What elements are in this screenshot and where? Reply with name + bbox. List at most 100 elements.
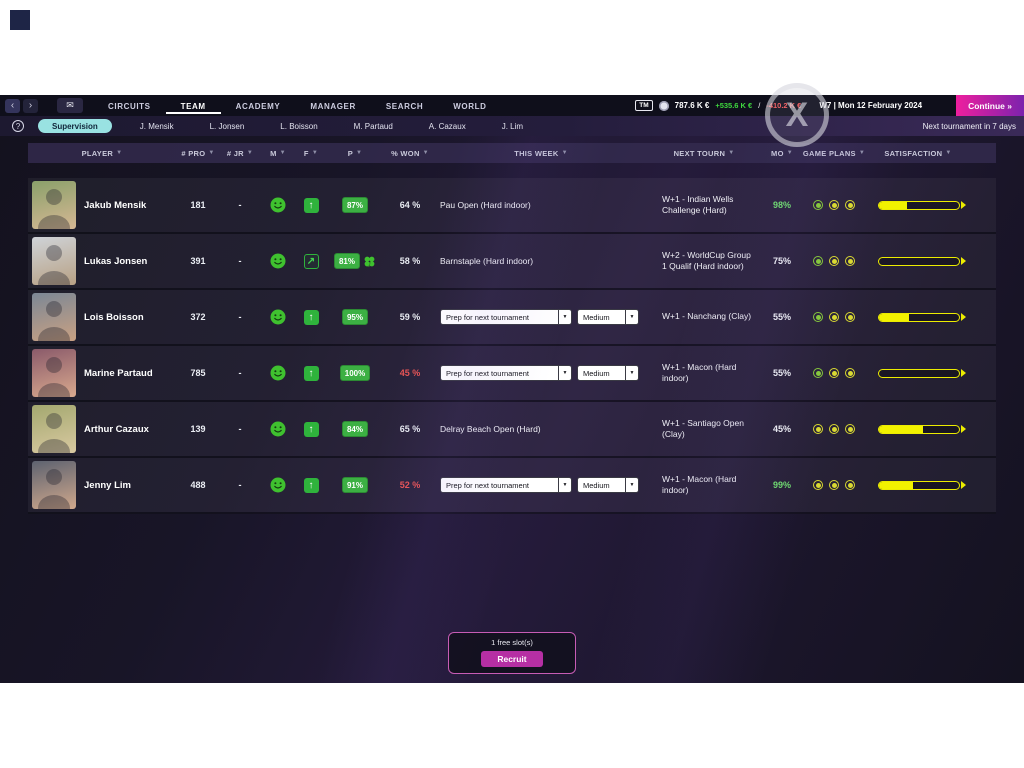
this-week-dropdowns: Prep for next tournament ▼ Medium ▼ <box>440 365 639 381</box>
column-header-jr[interactable]: # JR ▼ <box>226 148 254 158</box>
sub-nav: ? Supervision J. Mensik L. Jonsen L. Boi… <box>0 116 1024 136</box>
table-row[interactable]: Marine Partaud 785 - ↑ 100% 45 % Prep fo… <box>28 346 996 402</box>
recruit-button[interactable]: Recruit <box>481 651 543 667</box>
won-value: 58 % <box>399 256 421 266</box>
game-plan-dot[interactable] <box>845 480 855 490</box>
next-tournament-value: W+1 - Santiago Open (Clay) <box>662 417 744 439</box>
back-button[interactable]: ‹ <box>5 98 20 113</box>
game-plan-dot[interactable] <box>829 368 839 378</box>
table-row[interactable]: Lois Boisson 372 - ↑ 95% 59 % Prep for n… <box>28 290 996 346</box>
satisfaction-bar <box>878 424 960 434</box>
game-plan-dot[interactable] <box>829 312 839 322</box>
intensity-dropdown[interactable]: Medium ▼ <box>577 309 639 325</box>
game-plan-dot[interactable] <box>845 424 855 434</box>
table-row[interactable]: Jenny Lim 488 - ↑ 91% 52 % Prep for next… <box>28 458 996 514</box>
game-plan-dot[interactable] <box>813 256 823 266</box>
column-header-this-week[interactable]: THIS WEEK ▼ <box>514 148 568 158</box>
satisfaction-fill <box>879 481 913 489</box>
next-tournament-value: W+2 - WorldCup Group 1 Qualif (Hard indo… <box>662 249 751 271</box>
game-plan-dot[interactable] <box>813 312 823 322</box>
table-row[interactable]: Arthur Cazaux 139 - ↑ 84% 65 % Delray Be… <box>28 402 996 458</box>
menu-item-academy[interactable]: ACADEMY <box>235 101 281 111</box>
tab-supervision[interactable]: Supervision <box>38 119 112 133</box>
satisfaction-cell <box>866 480 970 490</box>
week-plan-dropdown[interactable]: Prep for next tournament ▼ <box>440 477 572 493</box>
tab-player-boisson[interactable]: L. Boisson <box>280 121 318 131</box>
column-header-next-tourn[interactable]: NEXT TOURN ▼ <box>673 148 735 158</box>
pro-ranking: 785 <box>190 368 206 378</box>
game-plan-dot[interactable] <box>829 200 839 210</box>
continue-button[interactable]: Continue » <box>956 95 1024 116</box>
menu-item-team[interactable]: TEAM <box>165 98 221 114</box>
chevron-down-icon: ▼ <box>558 478 571 492</box>
potential-badge: 87% <box>341 197 368 213</box>
tab-player-mensik[interactable]: J. Mensik <box>139 121 174 131</box>
menu-item-circuits[interactable]: CIRCUITS <box>108 101 151 111</box>
main-menu: CIRCUITS TEAM ACADEMY MANAGER SEARCH WOR… <box>93 98 501 114</box>
recruit-box: 1 free slot(s) Recruit <box>448 632 576 674</box>
menu-item-manager[interactable]: MANAGER <box>310 101 356 111</box>
form-icon: ↑ <box>303 421 319 437</box>
forward-icon: › <box>28 99 33 111</box>
this-week-text: Delray Beach Open (Hard) <box>440 424 541 434</box>
table-row[interactable]: Jakub Mensik 181 - ↑ 87% 64 % Pau Open (… <box>28 178 996 234</box>
column-header-game-plans[interactable]: GAME PLANS ▼ <box>802 148 866 158</box>
column-header-potential[interactable]: P ▼ <box>347 148 363 158</box>
column-header-won[interactable]: % WON ▼ <box>391 148 429 158</box>
intensity-dropdown[interactable]: Medium ▼ <box>577 477 639 493</box>
sort-arrow-icon: ▼ <box>246 150 254 156</box>
mood-smiley-icon <box>270 253 286 269</box>
column-header-mo[interactable]: MO ▼ <box>771 148 793 158</box>
game-plan-dot[interactable] <box>813 480 823 490</box>
free-slots-label: 1 free slot(s) <box>491 638 533 647</box>
mood-smiley-icon <box>270 365 286 381</box>
game-plan-dot[interactable] <box>845 368 855 378</box>
finance-separator: / <box>758 101 761 110</box>
game-plans-cell <box>802 256 866 266</box>
menu-item-search[interactable]: SEARCH <box>385 101 424 111</box>
column-header-form[interactable]: F ▼ <box>303 148 319 158</box>
player-name: Jenny Lim <box>84 479 131 491</box>
sort-arrow-icon: ▼ <box>561 150 568 156</box>
next-tournament-value: W+1 - Macon (Hard indoor) <box>662 473 737 495</box>
column-header-mood[interactable]: M ▼ <box>270 148 286 158</box>
column-header-pro[interactable]: # PRO ▼ <box>181 148 215 158</box>
pro-ranking: 181 <box>190 200 206 210</box>
satisfaction-cell <box>866 256 970 266</box>
week-plan-dropdown[interactable]: Prep for next tournament ▼ <box>440 309 572 325</box>
coin-icon <box>658 100 669 111</box>
game-plan-dot[interactable] <box>829 424 839 434</box>
form-icon: ↑ <box>303 197 319 213</box>
game-plan-dot[interactable] <box>813 200 823 210</box>
game-plan-dot[interactable] <box>813 368 823 378</box>
game-plan-dot[interactable] <box>829 480 839 490</box>
game-date: W7 | Mon 12 February 2024 <box>819 101 923 110</box>
satisfaction-cell <box>866 312 970 322</box>
tab-player-partaud[interactable]: M. Partaud <box>353 121 393 131</box>
help-icon[interactable]: ? <box>12 120 24 132</box>
tm-logo: TM <box>635 100 653 111</box>
form-icon: ↑ <box>303 477 319 493</box>
game-plan-dot[interactable] <box>845 200 855 210</box>
this-week-dropdowns: Prep for next tournament ▼ Medium ▼ <box>440 309 639 325</box>
menu-item-world[interactable]: WORLD <box>453 101 487 111</box>
game-plan-dot[interactable] <box>813 424 823 434</box>
chevron-down-icon: ▼ <box>558 366 571 380</box>
mood-smiley-icon <box>270 309 286 325</box>
table-row[interactable]: Lukas Jonsen 391 - ↗ 81% 58 % Barnstaple… <box>28 234 996 290</box>
tab-player-jonsen[interactable]: L. Jonsen <box>209 121 245 131</box>
forward-button[interactable]: › <box>23 98 38 113</box>
table-header: PLAYER ▼ # PRO ▼ # JR ▼ M ▼ F ▼ P ▼ % WON ▼ THI… <box>28 143 996 163</box>
sort-arrow-icon: ▼ <box>279 150 286 156</box>
tab-player-lim[interactable]: J. Lim <box>501 121 524 131</box>
mail-button[interactable]: ✉ <box>57 98 83 113</box>
game-plan-dot[interactable] <box>829 256 839 266</box>
game-plan-dot[interactable] <box>845 256 855 266</box>
column-header-satisfaction[interactable]: SATISFACTION ▼ <box>884 148 952 158</box>
week-plan-dropdown[interactable]: Prep for next tournament ▼ <box>440 365 572 381</box>
column-header-player[interactable]: PLAYER ▼ <box>81 148 123 158</box>
chevron-down-icon: ▼ <box>558 310 571 324</box>
intensity-dropdown[interactable]: Medium ▼ <box>577 365 639 381</box>
tab-player-cazaux[interactable]: A. Cazaux <box>428 121 466 131</box>
game-plan-dot[interactable] <box>845 312 855 322</box>
